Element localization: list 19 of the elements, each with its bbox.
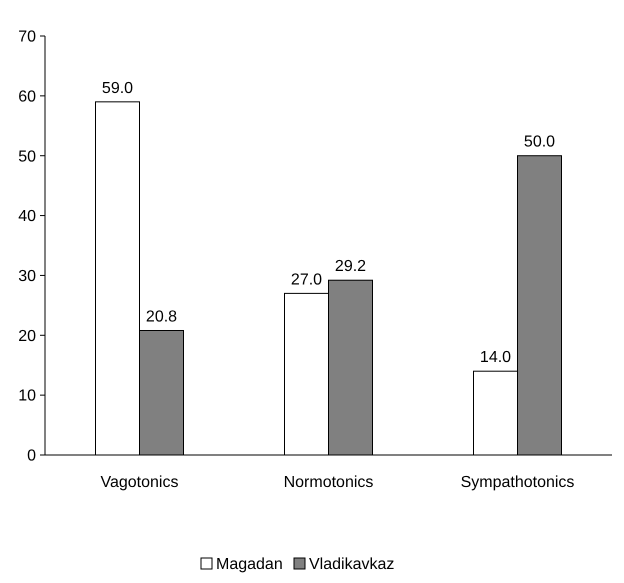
- y-tick-label: 70: [18, 28, 36, 46]
- y-tick-label: 10: [18, 388, 36, 405]
- y-tick-label: 40: [18, 208, 36, 226]
- y-tick-label: 30: [18, 268, 36, 286]
- y-tick-label: 0: [27, 448, 36, 465]
- data-label: 59.0: [102, 80, 134, 97]
- legend-label: Magadan: [216, 556, 283, 573]
- data-label: 27.0: [290, 271, 322, 288]
- x-tick-label: Vagotonics: [100, 474, 178, 491]
- data-label: 29.2: [334, 258, 366, 276]
- y-tick-label: 60: [18, 88, 36, 106]
- y-tick-label: 20: [18, 328, 36, 345]
- data-label: 20.8: [146, 308, 178, 326]
- data-label: 14.0: [480, 349, 512, 366]
- data-label: 50.0: [524, 134, 556, 151]
- legend-label: Vladikavkaz: [309, 556, 394, 573]
- y-tick-label: 50: [18, 148, 36, 166]
- x-tick-label: Normotonics: [284, 474, 374, 491]
- x-tick-label: Sympathotonics: [460, 474, 574, 491]
